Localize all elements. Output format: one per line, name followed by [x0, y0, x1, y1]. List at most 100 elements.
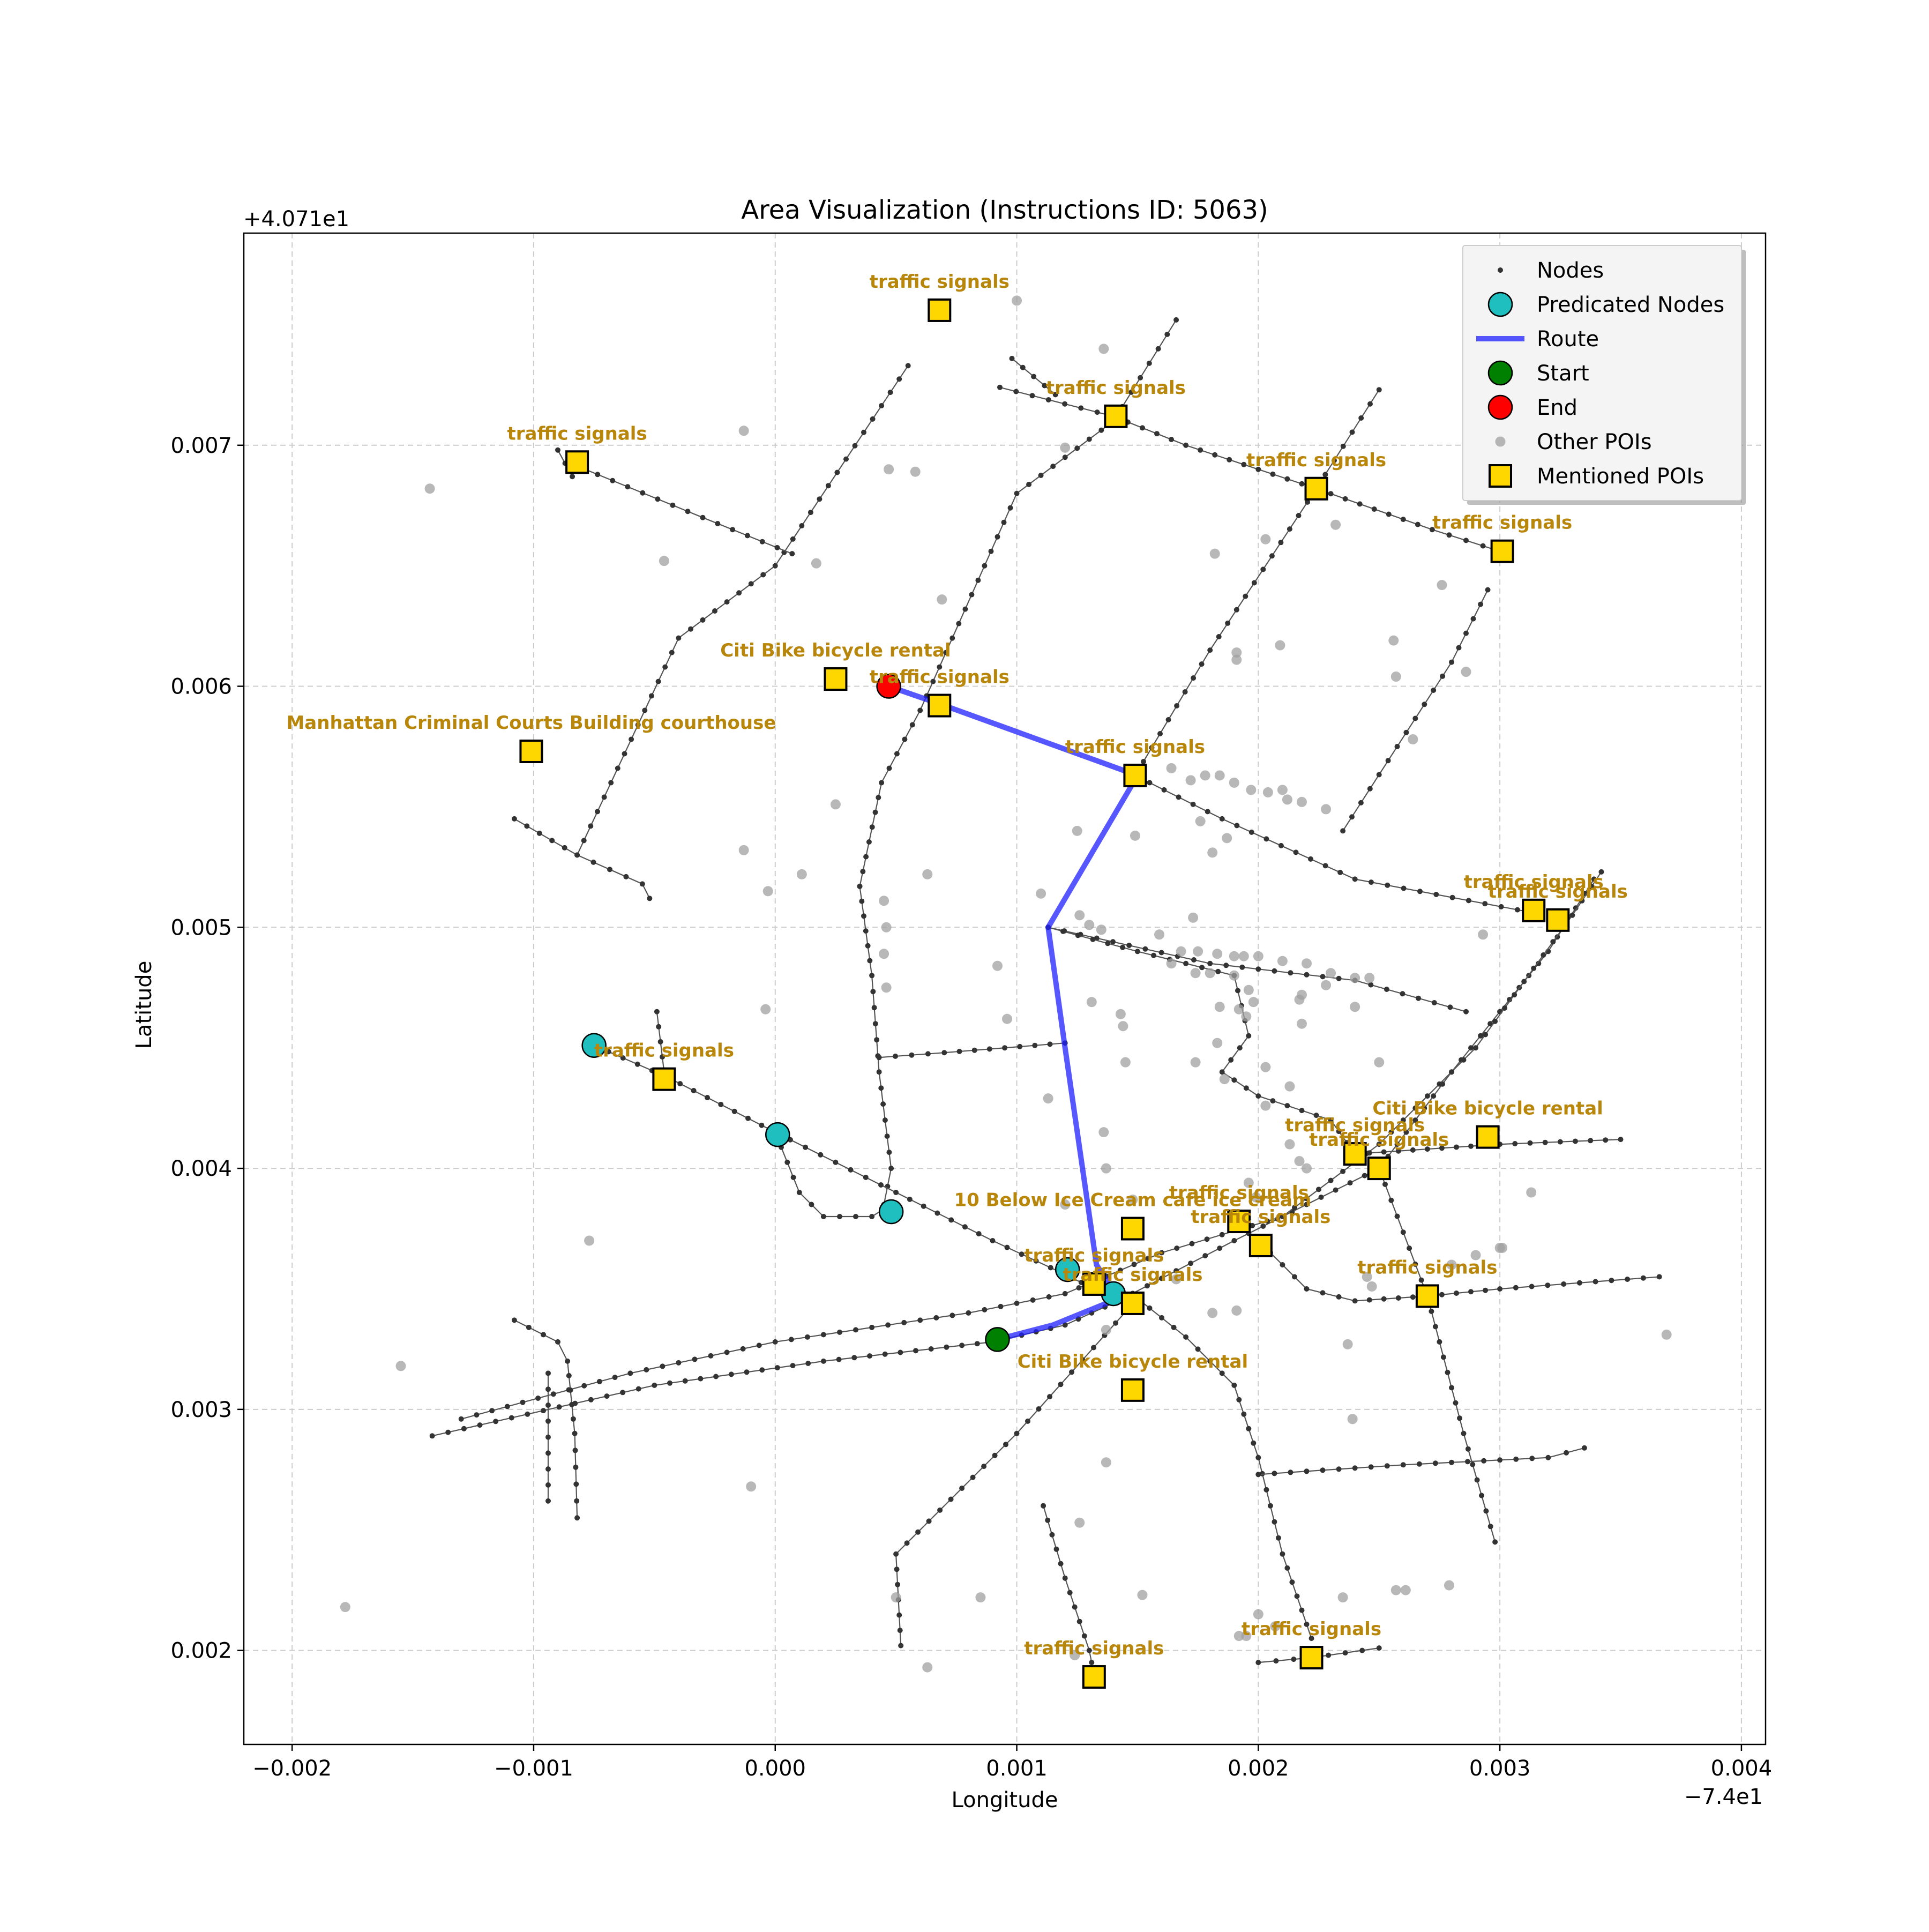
street-node: [549, 838, 555, 844]
other-poi: [1166, 763, 1177, 773]
street-node: [1050, 464, 1056, 469]
street-node: [657, 1039, 663, 1045]
street-node: [1358, 415, 1364, 421]
other-poi: [1347, 1414, 1358, 1424]
street-node: [1183, 1334, 1189, 1340]
poi-label: traffic signals: [1065, 736, 1205, 758]
other-poi: [760, 1004, 771, 1015]
street-node: [1449, 894, 1455, 900]
street-node: [992, 1452, 998, 1458]
street-node: [1492, 1539, 1498, 1545]
street-node: [1239, 964, 1245, 970]
street-node: [1173, 1268, 1179, 1274]
mentioned-poi-marker: [1123, 763, 1147, 787]
tick-layer: −0.002 −0.001 0.000 0.001 0.002 0.003 0.004 0.0…: [170, 434, 1772, 1781]
street-node: [718, 1101, 724, 1107]
street-node: [477, 1422, 483, 1428]
street-node: [848, 1167, 854, 1173]
mentioned-poi-marker: [1082, 1665, 1106, 1689]
street-node: [610, 478, 616, 483]
street-node: [1188, 1260, 1194, 1266]
other-poi: [1171, 1274, 1182, 1285]
street-node: [887, 390, 893, 396]
y-tick-label: 0.007: [170, 434, 232, 458]
poi-label: traffic signals: [1024, 1638, 1164, 1659]
street-node: [545, 1370, 551, 1376]
y-tick-label: 0.005: [170, 915, 232, 940]
street-node: [1145, 1256, 1151, 1262]
street-node: [1165, 717, 1171, 722]
street-node: [843, 456, 849, 462]
street-node: [1656, 1274, 1662, 1280]
legend-mentioned-poi-marker: [1489, 464, 1512, 488]
other-poi: [1243, 1177, 1254, 1188]
street-node: [949, 635, 955, 641]
street-node: [1382, 1181, 1388, 1187]
mentioned-poi-marker: [1367, 1157, 1391, 1181]
street-node: [949, 1312, 955, 1318]
street-node: [545, 1403, 551, 1408]
street-node: [570, 474, 575, 480]
street-node: [1288, 1469, 1294, 1475]
street-node: [901, 1319, 907, 1325]
legend-predicated-marker: [1487, 292, 1513, 317]
street-node: [1120, 944, 1126, 950]
street-node: [1603, 1137, 1609, 1143]
street-node: [676, 1360, 682, 1366]
street-node: [1007, 505, 1013, 511]
street-node: [1437, 1339, 1442, 1345]
street-node: [1349, 429, 1355, 435]
street-node: [1304, 1202, 1310, 1207]
other-poi: [1296, 796, 1307, 807]
street-node: [731, 1108, 737, 1114]
street-node: [608, 780, 614, 786]
street-node: [1299, 1108, 1305, 1114]
street-node: [1269, 553, 1275, 559]
street-node: [588, 823, 594, 829]
street-node: [1412, 715, 1418, 721]
street-node: [817, 496, 823, 502]
street-node: [1048, 1265, 1053, 1271]
other-poi: [1120, 1057, 1131, 1068]
other-poi: [1229, 951, 1239, 961]
street-node: [744, 1369, 750, 1375]
legend-other-poi-marker: [1495, 436, 1506, 447]
street-node: [511, 1317, 517, 1323]
street-node: [445, 1429, 451, 1435]
street-node: [937, 664, 943, 670]
street-node: [909, 1052, 915, 1058]
street-node: [833, 1159, 839, 1165]
other-poi: [1362, 1271, 1372, 1282]
legend-label: Predicated Nodes: [1537, 293, 1724, 317]
street-node: [1062, 401, 1068, 407]
street-node: [1592, 1279, 1598, 1285]
other-poi: [1233, 1004, 1244, 1015]
street-node: [1429, 527, 1435, 533]
street-node: [930, 678, 936, 684]
street-node: [1371, 506, 1377, 512]
street-node: [1479, 1493, 1484, 1498]
street-node: [1164, 331, 1170, 337]
street-node: [1049, 1532, 1055, 1538]
other-poi: [1277, 956, 1288, 966]
street-node: [1174, 703, 1180, 708]
street-node: [1299, 481, 1305, 487]
street-node: [1487, 1021, 1493, 1027]
street-node: [1480, 543, 1486, 549]
street-node: [1234, 823, 1240, 829]
street-node: [1159, 1275, 1164, 1281]
street-node: [865, 943, 871, 949]
street-node: [1280, 1262, 1285, 1267]
street-node: [1038, 473, 1044, 478]
street-node: [1289, 1579, 1295, 1585]
street-node: [1403, 1129, 1409, 1135]
street-node: [682, 1378, 688, 1384]
street-node: [607, 867, 612, 872]
street-node: [1349, 814, 1355, 820]
street-node: [1304, 1196, 1310, 1202]
other-poi: [1260, 1062, 1271, 1072]
street-node: [713, 1374, 719, 1379]
street-node: [1513, 1456, 1519, 1462]
other-poi: [1222, 833, 1232, 844]
other-poi: [1207, 847, 1218, 858]
